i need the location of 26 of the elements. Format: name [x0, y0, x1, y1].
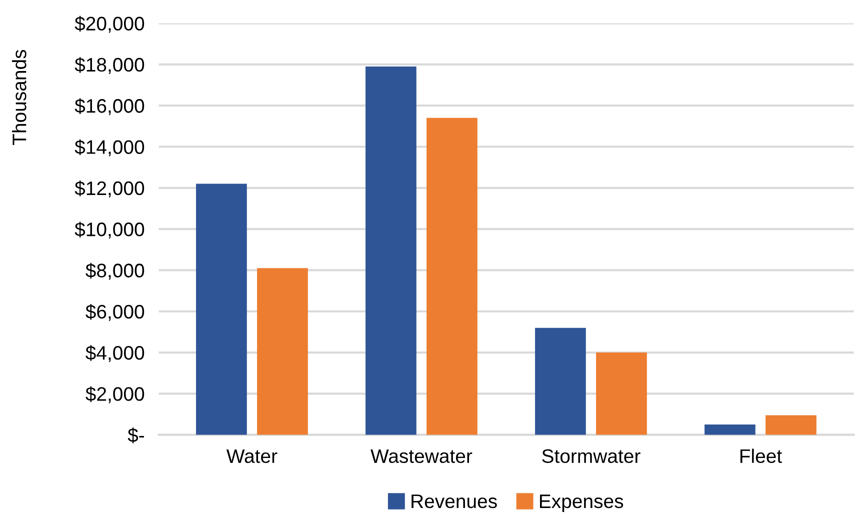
x-tick-label: Water [226, 449, 278, 464]
y-tick-label: $4,000 [86, 345, 144, 362]
y-tick-label: $10,000 [74, 222, 144, 239]
bar [596, 352, 647, 435]
bar [766, 415, 816, 435]
y-tick-label: $- [128, 427, 144, 444]
bar [257, 268, 308, 435]
legend-label: Expenses [540, 494, 624, 512]
x-tick-label: Fleet [740, 448, 782, 464]
y-tick-label: $6,000 [86, 304, 144, 321]
legend-label: Revenues [412, 494, 497, 508]
y-tick-label: $12,000 [74, 180, 144, 198]
y-axis-title: Thousands [12, 50, 26, 146]
bar [366, 66, 416, 435]
x-tick-label: Wastewater [370, 449, 472, 464]
y-tick-label: $14,000 [74, 139, 144, 156]
y-tick-label: $18,000 [74, 57, 144, 74]
y-tick-label: $20,000 [74, 16, 144, 33]
y-tick-label: $2,000 [86, 386, 144, 404]
bar [704, 424, 756, 435]
y-tick-label: $8,000 [86, 262, 144, 280]
bar [196, 184, 247, 435]
x-tick-label: Stormwater [542, 449, 640, 464]
bar [426, 118, 478, 435]
y-tick-label: $16,000 [74, 98, 144, 116]
bar [535, 328, 586, 435]
